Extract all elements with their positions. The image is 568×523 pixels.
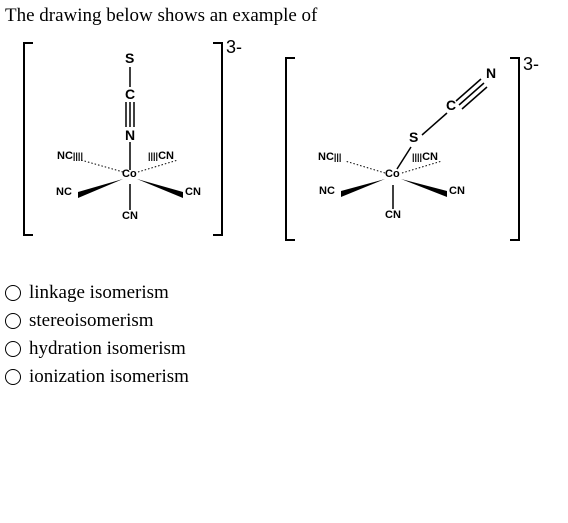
right-nc-ul: NC|||	[318, 151, 341, 163]
right-cn-ur: ||||CN	[412, 151, 438, 163]
option-label: hydration isomerism	[29, 338, 186, 360]
right-charge: 3-	[523, 54, 539, 75]
left-nc-ml: NC	[56, 186, 72, 198]
option-label: ionization isomerism	[29, 366, 189, 388]
left-C: C	[125, 86, 135, 102]
option-linkage[interactable]: linkage isomerism	[5, 282, 563, 304]
right-C: C	[446, 97, 456, 113]
right-cn-mr: CN	[449, 185, 465, 197]
radio-icon	[5, 285, 21, 301]
left-nc-ul: NC||||	[57, 150, 83, 162]
radio-icon	[5, 369, 21, 385]
left-cn-ur: ||||CN	[148, 150, 174, 162]
option-label: linkage isomerism	[29, 282, 169, 304]
right-Co: Co	[385, 168, 400, 180]
left-S: S	[125, 50, 134, 66]
option-label: stereoisomerism	[29, 310, 154, 332]
right-N: N	[486, 65, 496, 81]
left-Co: Co	[122, 168, 137, 180]
option-hydration[interactable]: hydration isomerism	[5, 338, 563, 360]
left-structure-svg	[23, 42, 223, 237]
left-cn-b: CN	[122, 210, 138, 222]
right-nc-ml: NC	[319, 185, 335, 197]
left-cn-mr: CN	[185, 186, 201, 198]
left-charge: 3-	[226, 37, 242, 58]
right-cn-b: CN	[385, 209, 401, 221]
radio-icon	[5, 313, 21, 329]
right-S: S	[409, 129, 418, 145]
options-group: linkage isomerism stereoisomerism hydrat…	[5, 282, 563, 388]
left-N: N	[125, 127, 135, 143]
question-text: The drawing below shows an example of	[5, 5, 563, 27]
diagram-area: 3- S C N Co NC|||| ||||CN NC	[5, 42, 555, 262]
option-ionization[interactable]: ionization isomerism	[5, 366, 563, 388]
radio-icon	[5, 341, 21, 357]
option-stereo[interactable]: stereoisomerism	[5, 310, 563, 332]
